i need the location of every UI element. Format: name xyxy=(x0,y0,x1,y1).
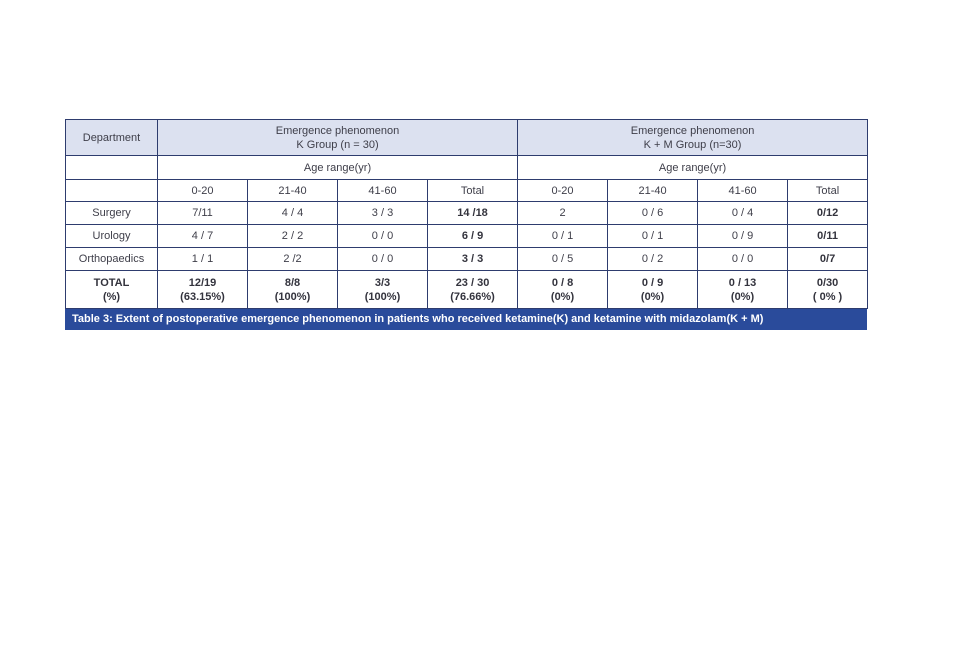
header-department: Department xyxy=(65,119,158,156)
header-km-group-line2: K + M Group (n=30) xyxy=(643,138,742,151)
data-cell: 0 / 1 xyxy=(517,224,609,248)
age-range-row: Age range(yr) Age range(yr) xyxy=(65,155,869,180)
data-cell: 0 / 4 xyxy=(697,201,789,225)
age-columns-row: 0-20 21-40 41-60 Total 0-20 21-40 41-60 … xyxy=(65,179,869,202)
total-cell: 0 / 13 (0%) xyxy=(697,270,789,309)
total-cell: 3/3 (100%) xyxy=(337,270,428,309)
data-cell: 0 / 1 xyxy=(607,224,699,248)
data-cell: 7/11 xyxy=(157,201,248,225)
total-cell: 8/8 (100%) xyxy=(247,270,338,309)
empty-cell xyxy=(65,155,158,180)
age-col-header: 0-20 xyxy=(157,179,248,202)
age-range-label-km: Age range(yr) xyxy=(517,155,869,180)
age-col-header: 41-60 xyxy=(337,179,428,202)
data-cell-total: 0/7 xyxy=(787,247,869,271)
table-row-orthopaedics: Orthopaedics 1 / 1 2 /2 0 / 0 3 / 3 0 / … xyxy=(65,247,869,271)
data-cell: 0 / 5 xyxy=(517,247,609,271)
data-cell-total: 3 / 3 xyxy=(426,247,519,271)
data-cell: 0 / 2 xyxy=(607,247,699,271)
age-col-header-total: Total xyxy=(787,179,869,202)
table-row-total: TOTAL (%) 12/19 (63.15%) 8/8 (100%) 3/3 … xyxy=(65,270,869,309)
table-header-row: Department Emergence phenomenon K Group … xyxy=(65,119,869,156)
table-row-surgery: Surgery 7/11 4 / 4 3 / 3 14 /18 2 0 / 6 … xyxy=(65,201,869,225)
row-label: Urology xyxy=(65,224,158,248)
data-cell-total: 6 / 9 xyxy=(426,224,519,248)
data-cell: 1 / 1 xyxy=(157,247,248,271)
total-cell: 23 / 30 (76.66%) xyxy=(426,270,519,309)
data-cell-total: 0/12 xyxy=(787,201,869,225)
total-cell: 12/19 (63.15%) xyxy=(157,270,248,309)
header-k-group: Emergence phenomenon K Group (n = 30) xyxy=(156,119,519,156)
data-cell: 0 / 0 xyxy=(697,247,789,271)
results-table-container: Department Emergence phenomenon K Group … xyxy=(65,119,869,330)
total-cell: 0 / 9 (0%) xyxy=(607,270,699,309)
emergence-phenomenon-table: Department Emergence phenomenon K Group … xyxy=(65,119,869,309)
age-col-header-total: Total xyxy=(426,179,519,202)
data-cell: 2 / 2 xyxy=(247,224,338,248)
age-range-label-k: Age range(yr) xyxy=(156,155,519,180)
header-km-group-line1: Emergence phenomenon xyxy=(630,124,755,137)
data-cell: 3 / 3 xyxy=(337,201,428,225)
data-cell: 2 xyxy=(517,201,609,225)
data-cell: 4 / 7 xyxy=(157,224,248,248)
table-row-urology: Urology 4 / 7 2 / 2 0 / 0 6 / 9 0 / 1 0 … xyxy=(65,224,869,248)
age-col-header: 0-20 xyxy=(517,179,609,202)
age-col-header: 41-60 xyxy=(697,179,789,202)
data-cell-total: 14 /18 xyxy=(426,201,519,225)
row-label: Surgery xyxy=(65,201,158,225)
age-col-header: 21-40 xyxy=(607,179,699,202)
table-caption: Table 3: Extent of postoperative emergen… xyxy=(65,309,867,330)
data-cell: 0 / 0 xyxy=(337,247,428,271)
row-label: Orthopaedics xyxy=(65,247,158,271)
total-row-label: TOTAL (%) xyxy=(65,270,158,309)
data-cell: 0 / 6 xyxy=(607,201,699,225)
header-k-group-line1: Emergence phenomenon xyxy=(275,124,400,137)
data-cell: 2 /2 xyxy=(247,247,338,271)
header-k-group-line2: K Group (n = 30) xyxy=(296,138,379,151)
total-cell: 0/30 ( 0% ) xyxy=(787,270,869,309)
age-col-header: 21-40 xyxy=(247,179,338,202)
data-cell: 4 / 4 xyxy=(247,201,338,225)
header-km-group: Emergence phenomenon K + M Group (n=30) xyxy=(517,119,869,156)
data-cell: 0 / 9 xyxy=(697,224,789,248)
data-cell-total: 0/11 xyxy=(787,224,869,248)
data-cell: 0 / 0 xyxy=(337,224,428,248)
total-cell: 0 / 8 (0%) xyxy=(517,270,609,309)
empty-cell xyxy=(65,179,158,202)
